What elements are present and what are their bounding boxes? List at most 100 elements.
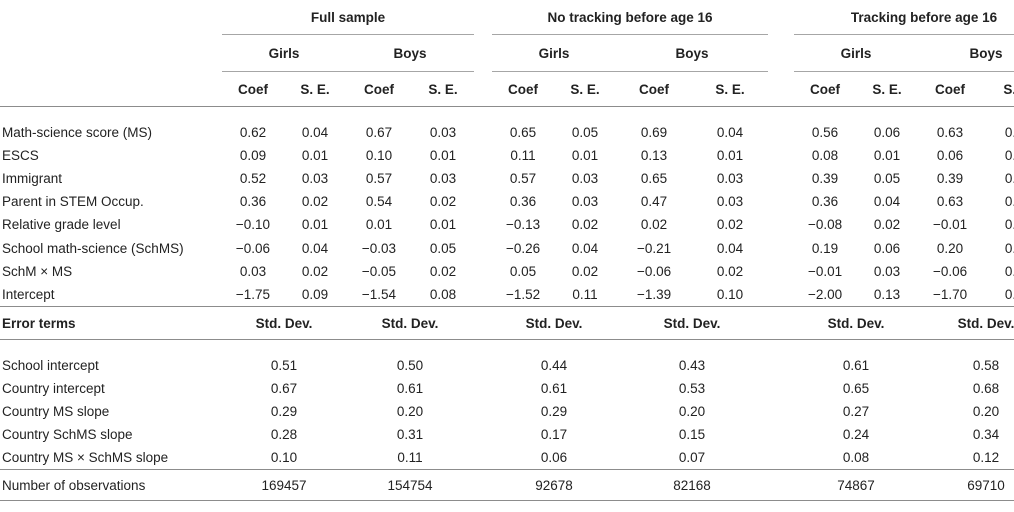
se-value: 0.03 bbox=[716, 194, 744, 210]
header-se: S. E. bbox=[412, 71, 475, 107]
coef-value: 0.02 bbox=[640, 217, 668, 233]
std-dev-value: 0.53 bbox=[678, 380, 706, 396]
row-label: Math-science score (MS) bbox=[2, 124, 153, 140]
std-dev-value: 0.68 bbox=[972, 380, 1000, 396]
gap-row bbox=[0, 107, 1014, 121]
std-dev-value: 0.27 bbox=[842, 403, 870, 419]
spacer bbox=[768, 469, 795, 502]
row-label: Country MS × SchMS slope bbox=[2, 450, 169, 466]
coef-value: 0.36 bbox=[509, 194, 537, 210]
se-value: 0.03 bbox=[571, 170, 599, 186]
spacer bbox=[768, 446, 794, 470]
coef-value: −0.21 bbox=[636, 240, 672, 256]
header-girls: Girls bbox=[492, 34, 617, 72]
coef-value: 0.63 bbox=[936, 124, 964, 140]
spacer bbox=[768, 377, 794, 400]
header-std-dev: Std. Dev. bbox=[346, 306, 475, 340]
se-value: 0.08 bbox=[1004, 240, 1014, 256]
coef-value: −1.75 bbox=[235, 286, 271, 302]
coef-value: 0.13 bbox=[640, 147, 668, 163]
sex-header-row: Girls Boys Girls Boys Girls Boys bbox=[0, 34, 1014, 72]
header-coef: Coef bbox=[222, 71, 284, 107]
coef-value: −0.06 bbox=[636, 263, 672, 279]
spacer bbox=[474, 260, 492, 283]
coef-value: −1.39 bbox=[636, 286, 672, 302]
header-std-dev: Std. Dev. bbox=[492, 306, 617, 340]
se-value: 0.03 bbox=[873, 263, 901, 279]
coef-value: −0.03 bbox=[361, 240, 397, 256]
header-boys: Boys bbox=[616, 34, 769, 72]
se-value: 0.02 bbox=[716, 217, 744, 233]
coef-value: 0.36 bbox=[811, 194, 839, 210]
spacer bbox=[474, 377, 492, 400]
se-value: 0.01 bbox=[571, 147, 599, 163]
se-value: 0.02 bbox=[301, 194, 329, 210]
coef-value: −0.06 bbox=[235, 240, 271, 256]
corner-cell bbox=[0, 35, 222, 72]
corner-cell bbox=[0, 71, 222, 107]
coef-value: 0.63 bbox=[936, 194, 964, 210]
se-value: 0.14 bbox=[1004, 286, 1014, 302]
row-label: Country MS slope bbox=[2, 403, 110, 419]
coef-value: 0.54 bbox=[365, 194, 393, 210]
std-dev-value: 0.51 bbox=[270, 357, 298, 373]
observations-value: 82168 bbox=[616, 469, 769, 502]
std-dev-value: 0.61 bbox=[396, 380, 424, 396]
coef-value: 0.11 bbox=[510, 147, 536, 163]
spacer bbox=[474, 283, 492, 307]
spacer bbox=[768, 423, 794, 446]
spacer bbox=[768, 306, 795, 340]
header-se: S. E. bbox=[982, 71, 1014, 107]
spacer bbox=[474, 121, 492, 144]
se-value: 0.01 bbox=[873, 147, 901, 163]
header-coef: Coef bbox=[616, 71, 693, 107]
se-value: 0.10 bbox=[716, 286, 744, 302]
se-value: 0.05 bbox=[873, 170, 901, 186]
observations-value: 154754 bbox=[346, 469, 475, 502]
spacer bbox=[474, 354, 492, 377]
se-value: 0.03 bbox=[1004, 263, 1014, 279]
row-label: Country intercept bbox=[2, 380, 105, 396]
coef-value: −0.10 bbox=[235, 217, 271, 233]
std-dev-value: 0.20 bbox=[678, 403, 706, 419]
spacer bbox=[474, 0, 492, 35]
spacer bbox=[474, 236, 492, 259]
std-dev-value: 0.65 bbox=[842, 380, 870, 396]
std-dev-value: 0.12 bbox=[972, 450, 1000, 466]
coef-value: −0.13 bbox=[505, 217, 541, 233]
se-value: 0.01 bbox=[1004, 147, 1014, 163]
spacer bbox=[768, 213, 794, 236]
header-girls: Girls bbox=[794, 34, 919, 72]
group-tracking: Tracking before age 16 bbox=[794, 0, 1014, 35]
std-dev-value: 0.44 bbox=[540, 357, 568, 373]
coef-value: 0.39 bbox=[811, 170, 839, 186]
coef-header-row: Coef S. E. Coef S. E. Coef S. E. Coef S. E. Coef… bbox=[0, 71, 1014, 107]
se-value: 0.04 bbox=[1004, 124, 1014, 140]
se-value: 0.04 bbox=[301, 124, 329, 140]
coef-value: 0.57 bbox=[509, 170, 537, 186]
coef-value: 0.01 bbox=[365, 217, 393, 233]
corner-cell bbox=[0, 0, 222, 35]
coef-value: 0.52 bbox=[239, 170, 267, 186]
header-se: S. E. bbox=[284, 71, 346, 107]
spacer bbox=[768, 121, 794, 144]
se-value: 0.04 bbox=[1004, 194, 1014, 210]
spacer bbox=[474, 35, 492, 72]
se-value: 0.02 bbox=[571, 217, 599, 233]
spacer bbox=[474, 400, 492, 423]
std-dev-value: 0.34 bbox=[972, 427, 1000, 443]
coef-value: 0.05 bbox=[509, 263, 537, 279]
se-value: 0.01 bbox=[429, 147, 457, 163]
coef-value: 0.08 bbox=[811, 147, 839, 163]
row-label: Immigrant bbox=[2, 170, 63, 186]
coef-value: −0.06 bbox=[932, 263, 968, 279]
coef-row: ESCS 0.09 0.01 0.10 0.01 0.11 0.01 0.13 0.01 0.08… bbox=[0, 144, 1014, 167]
coef-value: 0.67 bbox=[365, 124, 393, 140]
observations-value: 169457 bbox=[222, 469, 346, 502]
header-coef: Coef bbox=[918, 71, 983, 107]
spacer bbox=[768, 35, 794, 72]
coef-row: Parent in STEM Occup. 0.36 0.02 0.54 0.02 0.3… bbox=[0, 190, 1014, 213]
group-header-row: Full sample No tracking before age 16 Trac… bbox=[0, 0, 1014, 35]
coef-row: SchM × MS 0.03 0.02 −0.05 0.02 0.05 0.02 −0.06 0… bbox=[0, 260, 1014, 283]
